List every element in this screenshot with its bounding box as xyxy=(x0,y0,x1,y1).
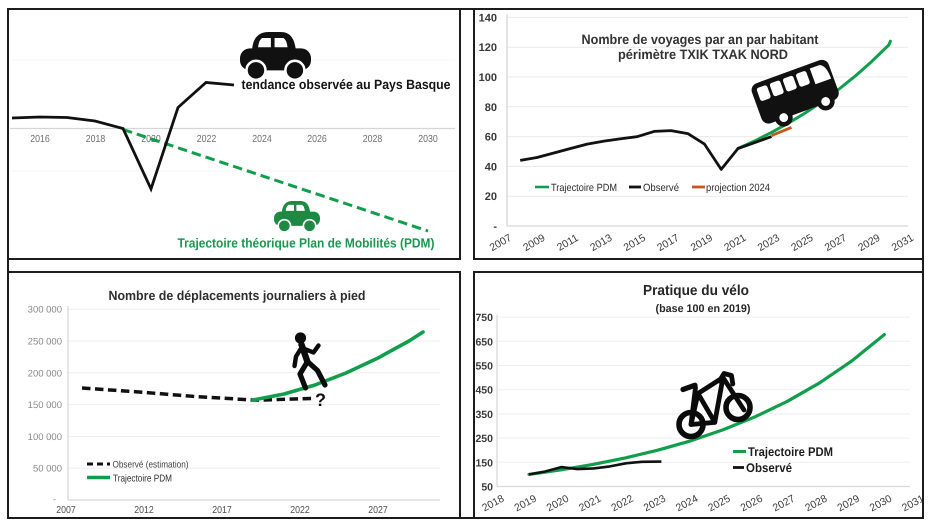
svg-text:250 000: 250 000 xyxy=(28,337,62,348)
svg-text:40: 40 xyxy=(485,161,497,173)
svg-text:2018: 2018 xyxy=(86,134,106,145)
svg-text:2024: 2024 xyxy=(252,134,272,145)
svg-text:Observé: Observé xyxy=(746,461,792,475)
svg-text:2031: 2031 xyxy=(900,493,922,515)
svg-text:Trajectoire PDM: Trajectoire PDM xyxy=(748,445,833,459)
svg-text:350: 350 xyxy=(475,409,493,421)
svg-text:Observé (estimation): Observé (estimation) xyxy=(113,460,189,471)
svg-text:2026: 2026 xyxy=(739,493,765,515)
svg-text:2029: 2029 xyxy=(856,232,882,254)
svg-text:200 000: 200 000 xyxy=(28,368,62,379)
svg-text:tendance observée au Pays Basq: tendance observée au Pays Basque xyxy=(242,77,451,92)
svg-text:Nombre de déplacements journal: Nombre de déplacements journaliers à pie… xyxy=(109,288,366,303)
svg-text:2022: 2022 xyxy=(290,505,310,516)
svg-text:50: 50 xyxy=(481,482,493,494)
svg-text:2028: 2028 xyxy=(803,493,829,515)
svg-text:(base 100 en 2019): (base 100 en 2019) xyxy=(656,303,751,315)
svg-text:?: ? xyxy=(315,390,326,410)
svg-text:2029: 2029 xyxy=(835,493,861,515)
svg-text:2021: 2021 xyxy=(722,232,748,254)
svg-text:2013: 2013 xyxy=(588,232,614,254)
svg-text:2017: 2017 xyxy=(655,232,681,254)
svg-text:140: 140 xyxy=(479,12,497,24)
svg-text:250: 250 xyxy=(475,433,493,445)
svg-text:2030: 2030 xyxy=(868,493,894,515)
svg-text:150: 150 xyxy=(475,457,493,469)
svg-text:2025: 2025 xyxy=(789,232,815,254)
svg-text:projection 2024: projection 2024 xyxy=(706,182,770,194)
svg-text:300 000: 300 000 xyxy=(28,305,62,316)
svg-text:2018: 2018 xyxy=(480,493,506,515)
svg-text:Trajectoire PDM: Trajectoire PDM xyxy=(551,182,617,194)
svg-text:100: 100 xyxy=(479,72,497,84)
svg-text:2016: 2016 xyxy=(30,134,50,145)
svg-text:2027: 2027 xyxy=(823,232,849,254)
svg-text:2019: 2019 xyxy=(689,232,715,254)
svg-text:Observé: Observé xyxy=(643,182,679,194)
svg-text:2009: 2009 xyxy=(521,232,547,254)
svg-text:550: 550 xyxy=(475,361,493,373)
svg-text:2020: 2020 xyxy=(545,493,571,515)
svg-text:150 000: 150 000 xyxy=(28,400,62,411)
svg-text:2017: 2017 xyxy=(212,505,232,516)
svg-text:2007: 2007 xyxy=(488,232,514,254)
svg-text:2025: 2025 xyxy=(706,493,732,515)
svg-text:2023: 2023 xyxy=(642,493,668,515)
svg-text:2022: 2022 xyxy=(197,134,217,145)
svg-text:2027: 2027 xyxy=(368,505,388,516)
svg-text:2012: 2012 xyxy=(134,505,154,516)
svg-text:20: 20 xyxy=(485,191,497,203)
svg-text:2022: 2022 xyxy=(609,493,635,515)
svg-text:750: 750 xyxy=(475,312,493,324)
svg-text:2030: 2030 xyxy=(418,134,438,145)
svg-text:2028: 2028 xyxy=(363,134,383,145)
svg-text:-: - xyxy=(493,221,497,233)
svg-text:50 000: 50 000 xyxy=(33,464,62,475)
svg-text:périmètre TXIK TXAK NORD: périmètre TXIK TXAK NORD xyxy=(618,47,788,62)
svg-text:450: 450 xyxy=(475,385,493,397)
svg-text:650: 650 xyxy=(475,336,493,348)
svg-text:80: 80 xyxy=(485,102,497,114)
svg-text:2007: 2007 xyxy=(56,505,76,516)
svg-text:Trajectoire théorique Plan de: Trajectoire théorique Plan de Mobilités … xyxy=(178,236,435,251)
svg-text:Pratique du vélo: Pratique du vélo xyxy=(643,283,749,299)
svg-text:Trajectoire PDM: Trajectoire PDM xyxy=(113,474,172,485)
svg-text:2015: 2015 xyxy=(622,232,648,254)
svg-text:2021: 2021 xyxy=(577,493,603,515)
svg-text:Nombre de voyages par an par h: Nombre de voyages par an par habitant xyxy=(582,32,819,47)
svg-text:60: 60 xyxy=(485,132,497,144)
svg-text:2031: 2031 xyxy=(890,232,916,254)
svg-text:-: - xyxy=(53,494,56,504)
svg-text:100 000: 100 000 xyxy=(28,432,62,443)
svg-text:2027: 2027 xyxy=(771,493,797,515)
svg-text:2024: 2024 xyxy=(674,493,700,515)
svg-text:2019: 2019 xyxy=(512,493,538,515)
svg-text:2011: 2011 xyxy=(555,232,581,254)
svg-text:2026: 2026 xyxy=(307,134,327,145)
svg-text:120: 120 xyxy=(479,42,497,54)
svg-text:2023: 2023 xyxy=(756,232,782,254)
